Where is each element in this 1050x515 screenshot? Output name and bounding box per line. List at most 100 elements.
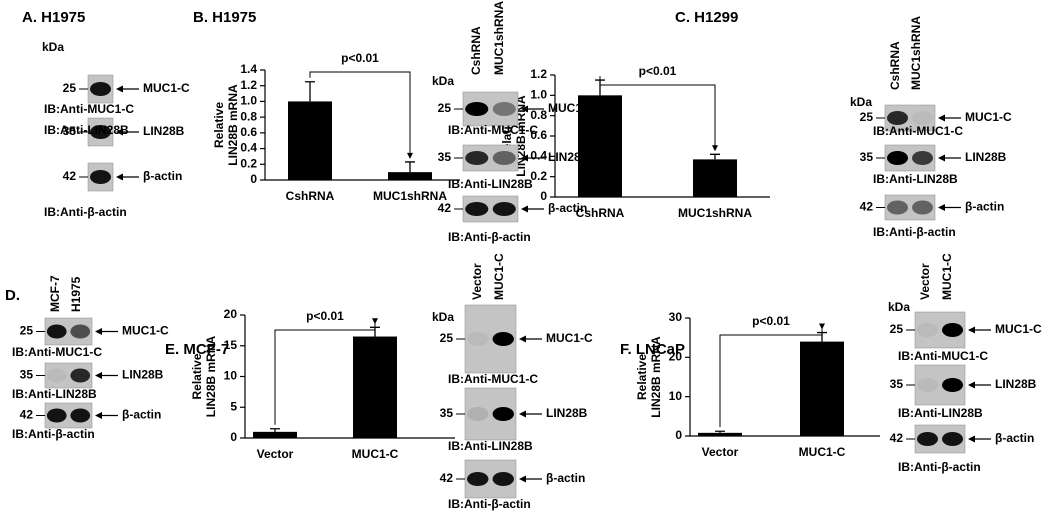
y-axis-label: Relative bbox=[212, 102, 226, 148]
ib-label: IB:Anti-MUC1-C bbox=[873, 124, 963, 138]
lane-label: MUC1-C bbox=[492, 253, 506, 300]
ib-label: IB:Anti-β-actin bbox=[448, 230, 531, 244]
ib-label: IB:Anti-LIN28B bbox=[448, 439, 533, 453]
blot-band bbox=[70, 368, 91, 383]
y-axis-label: LIN28B mRNA bbox=[204, 336, 218, 418]
y-tick-label: 0 bbox=[540, 189, 547, 203]
lane-label: MUC1shRNA bbox=[909, 16, 923, 90]
arrow-head bbox=[519, 335, 526, 343]
blot-band bbox=[465, 151, 489, 165]
bar bbox=[578, 95, 622, 197]
bar bbox=[800, 341, 844, 436]
y-tick-label: 1.0 bbox=[530, 88, 547, 102]
kda-marker: 35 bbox=[860, 150, 874, 164]
chart-title: E. MCF-7 bbox=[165, 341, 229, 358]
x-tick-label: MUC1shRNA bbox=[678, 206, 752, 220]
y-axis-label: LIN28B mRNA bbox=[649, 336, 663, 418]
arrow-head bbox=[116, 128, 123, 136]
ib-label: IB:Anti-MUC1-C bbox=[448, 123, 538, 137]
y-tick-label: 1.4 bbox=[240, 62, 257, 76]
blot-band bbox=[46, 368, 67, 383]
blot-band bbox=[465, 202, 489, 216]
arrow-head bbox=[968, 326, 975, 334]
ib-label: IB:Anti-LIN28B bbox=[448, 177, 533, 191]
protein-label: MUC1-C bbox=[965, 110, 1012, 124]
ib-label: IB:Anti-MUC1-C bbox=[448, 372, 538, 386]
arrow-head bbox=[116, 173, 123, 181]
kda-marker: 42 bbox=[63, 169, 77, 183]
kda-label: kDa bbox=[432, 310, 454, 324]
arrow-head bbox=[938, 204, 945, 211]
bar bbox=[388, 172, 432, 180]
protein-label: MUC1-C bbox=[995, 322, 1042, 336]
kda-marker: 35 bbox=[438, 150, 452, 164]
kda-label: kDa bbox=[42, 40, 64, 54]
blot-band bbox=[492, 332, 514, 346]
chart-title: F. LNCaP bbox=[620, 341, 685, 358]
blot-band bbox=[912, 151, 933, 165]
y-axis-label: Relative bbox=[190, 353, 204, 399]
y-tick-label: 0.4 bbox=[530, 149, 547, 163]
y-tick-label: 0 bbox=[230, 430, 237, 444]
arrow-head bbox=[519, 410, 526, 418]
kda-marker: 42 bbox=[890, 431, 904, 445]
arrow-head bbox=[95, 328, 102, 335]
blot-band bbox=[90, 170, 111, 184]
y-axis-label: LIN28B mRNA bbox=[226, 84, 240, 166]
blot-band bbox=[942, 432, 963, 446]
panel-title: D. bbox=[5, 287, 20, 304]
protein-label: LIN28B bbox=[122, 368, 164, 382]
y-axis-label: Relative bbox=[635, 354, 649, 400]
blot-band bbox=[917, 432, 938, 446]
panel-title: A. H1975 bbox=[22, 9, 85, 26]
protein-label: β-actin bbox=[143, 169, 182, 183]
protein-label: LIN28B bbox=[965, 150, 1007, 164]
blot-strip bbox=[884, 104, 936, 132]
kda-marker: 35 bbox=[440, 406, 454, 420]
protein-label: LIN28B bbox=[143, 124, 185, 138]
arrow-head bbox=[819, 323, 825, 330]
protein-label: MUC1-C bbox=[122, 324, 169, 338]
lane-label: MUC1shRNA bbox=[492, 1, 506, 75]
y-tick-label: 1.0 bbox=[240, 94, 257, 108]
x-tick-label: Vector bbox=[257, 447, 294, 461]
blot-band bbox=[887, 200, 908, 215]
arrow-head bbox=[968, 381, 975, 389]
blot-band bbox=[467, 472, 489, 486]
kda-marker: 25 bbox=[440, 331, 454, 345]
blot-band bbox=[917, 323, 938, 337]
blot-band bbox=[917, 378, 938, 392]
blot-band bbox=[942, 323, 963, 337]
kda-marker: 25 bbox=[438, 101, 452, 115]
kda-marker: 42 bbox=[860, 200, 874, 214]
protein-label: MUC1-C bbox=[546, 331, 593, 345]
y-tick-label: 0.6 bbox=[530, 128, 547, 142]
bar bbox=[693, 159, 737, 197]
blot-band bbox=[492, 102, 516, 116]
protein-label: β-actin bbox=[965, 200, 1004, 214]
blot-band bbox=[492, 472, 514, 486]
significance-label: p<0.01 bbox=[752, 314, 790, 328]
lane-label: MCF-7 bbox=[48, 275, 62, 312]
ib-label: IB:Anti-LIN28B bbox=[898, 406, 983, 420]
arrow-head bbox=[95, 372, 102, 379]
blot-band bbox=[46, 324, 67, 339]
x-tick-label: CshRNA bbox=[286, 189, 335, 203]
lane-label: MUC1-C bbox=[940, 253, 954, 300]
ib-label: IB:Anti-β-actin bbox=[898, 460, 981, 474]
ib-label: IB:Anti-LIN28B bbox=[873, 172, 958, 186]
protein-label: LIN28B bbox=[548, 150, 590, 164]
blot-band bbox=[467, 332, 489, 346]
ib-label: IB:Anti-LIN28B bbox=[12, 387, 97, 401]
error-bar bbox=[715, 430, 725, 433]
blot-band bbox=[492, 407, 514, 421]
lane-label: Vector bbox=[918, 263, 932, 300]
blot-band bbox=[887, 151, 908, 165]
blot-band bbox=[90, 125, 111, 139]
significance-bracket bbox=[309, 71, 411, 154]
ib-label: IB:Anti-MUC1-C bbox=[44, 102, 134, 116]
kda-marker: 35 bbox=[890, 377, 904, 391]
protein-label: β-actin bbox=[546, 471, 585, 485]
y-tick-label: 20 bbox=[224, 307, 238, 321]
significance-label: p<0.01 bbox=[306, 309, 344, 323]
